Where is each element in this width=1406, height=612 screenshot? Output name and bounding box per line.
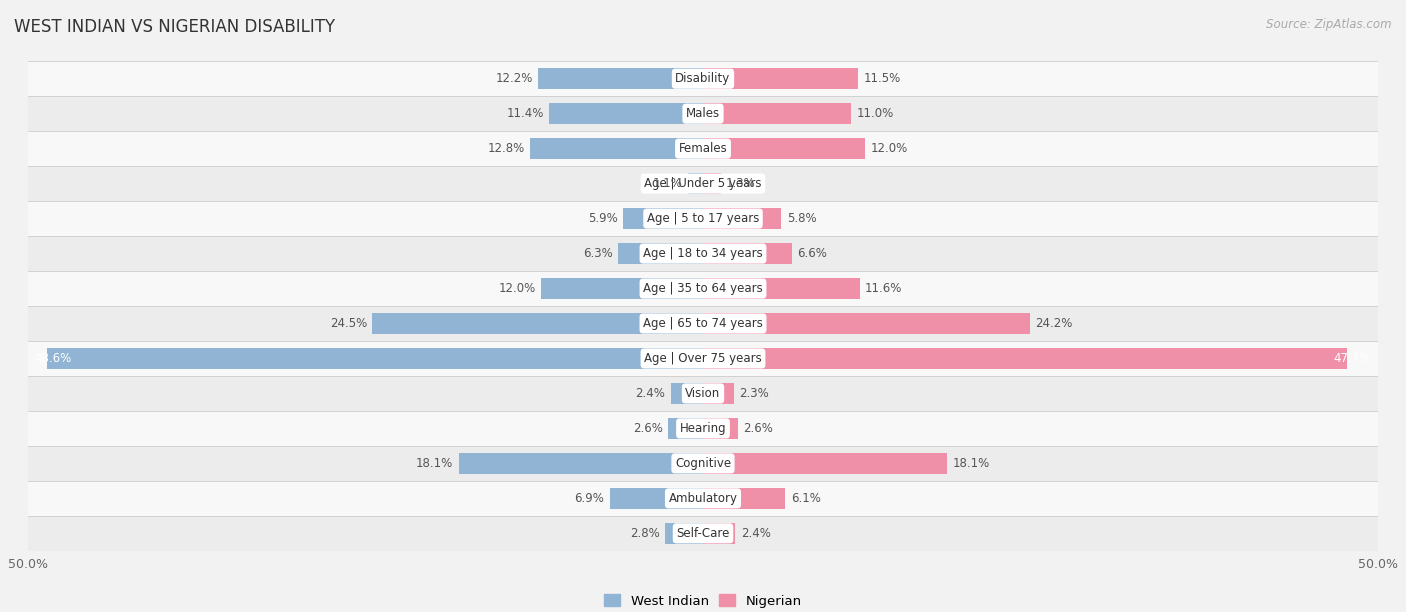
Text: Age | 18 to 34 years: Age | 18 to 34 years [643,247,763,260]
Text: 1.3%: 1.3% [725,177,755,190]
Text: 12.0%: 12.0% [498,282,536,295]
Bar [703,103,852,124]
Bar [703,68,858,89]
Bar [28,411,1378,446]
Bar [703,313,1029,334]
Text: 12.8%: 12.8% [488,142,524,155]
Bar [703,453,948,474]
Text: 5.8%: 5.8% [787,212,817,225]
Text: 6.6%: 6.6% [797,247,827,260]
Bar [28,61,1378,96]
Text: 24.2%: 24.2% [1035,317,1073,330]
Bar [703,243,792,264]
Bar [28,96,1378,131]
Bar [703,173,720,194]
Text: 2.8%: 2.8% [630,527,659,540]
Bar [28,306,1378,341]
Bar [458,453,703,474]
Bar [28,376,1378,411]
Text: 24.5%: 24.5% [329,317,367,330]
Bar [28,516,1378,551]
Text: Source: ZipAtlas.com: Source: ZipAtlas.com [1267,18,1392,31]
Text: 11.6%: 11.6% [865,282,903,295]
Bar [28,201,1378,236]
Text: Males: Males [686,107,720,120]
Bar [28,341,1378,376]
Text: 5.9%: 5.9% [588,212,619,225]
Bar [619,243,703,264]
Text: 12.2%: 12.2% [495,72,533,85]
Bar [28,236,1378,271]
Text: 48.6%: 48.6% [35,352,72,365]
Bar [665,523,703,544]
Text: Age | 65 to 74 years: Age | 65 to 74 years [643,317,763,330]
Text: 6.1%: 6.1% [790,492,821,505]
Bar [703,208,782,229]
Text: 2.4%: 2.4% [636,387,665,400]
Text: 2.3%: 2.3% [740,387,769,400]
Text: 11.4%: 11.4% [506,107,544,120]
Bar [703,278,859,299]
Bar [703,348,1347,369]
Bar [373,313,703,334]
Text: Self-Care: Self-Care [676,527,730,540]
Bar [703,488,786,509]
Bar [530,138,703,159]
Text: Age | 35 to 64 years: Age | 35 to 64 years [643,282,763,295]
Text: Cognitive: Cognitive [675,457,731,470]
Bar [28,166,1378,201]
Legend: West Indian, Nigerian: West Indian, Nigerian [605,594,801,608]
Text: Hearing: Hearing [679,422,727,435]
Text: 47.7%: 47.7% [1334,352,1371,365]
Text: 6.3%: 6.3% [583,247,613,260]
Text: 2.6%: 2.6% [744,422,773,435]
Text: WEST INDIAN VS NIGERIAN DISABILITY: WEST INDIAN VS NIGERIAN DISABILITY [14,18,335,36]
Bar [28,446,1378,481]
Bar [538,68,703,89]
Text: Disability: Disability [675,72,731,85]
Text: 2.6%: 2.6% [633,422,662,435]
Bar [688,173,703,194]
Bar [703,523,735,544]
Text: 18.1%: 18.1% [953,457,990,470]
Bar [668,418,703,439]
Bar [550,103,703,124]
Text: Females: Females [679,142,727,155]
Bar [610,488,703,509]
Bar [28,271,1378,306]
Text: Vision: Vision [685,387,721,400]
Text: 11.0%: 11.0% [856,107,894,120]
Bar [703,138,865,159]
Bar [541,278,703,299]
Bar [623,208,703,229]
Text: 11.5%: 11.5% [863,72,901,85]
Text: 12.0%: 12.0% [870,142,908,155]
Text: 6.9%: 6.9% [575,492,605,505]
Bar [46,348,703,369]
Text: 2.4%: 2.4% [741,527,770,540]
Bar [671,383,703,404]
Text: Age | 5 to 17 years: Age | 5 to 17 years [647,212,759,225]
Bar [28,481,1378,516]
Text: 18.1%: 18.1% [416,457,453,470]
Text: 1.1%: 1.1% [652,177,683,190]
Bar [703,418,738,439]
Text: Ambulatory: Ambulatory [668,492,738,505]
Text: Age | Over 75 years: Age | Over 75 years [644,352,762,365]
Bar [703,383,734,404]
Bar [28,131,1378,166]
Text: Age | Under 5 years: Age | Under 5 years [644,177,762,190]
